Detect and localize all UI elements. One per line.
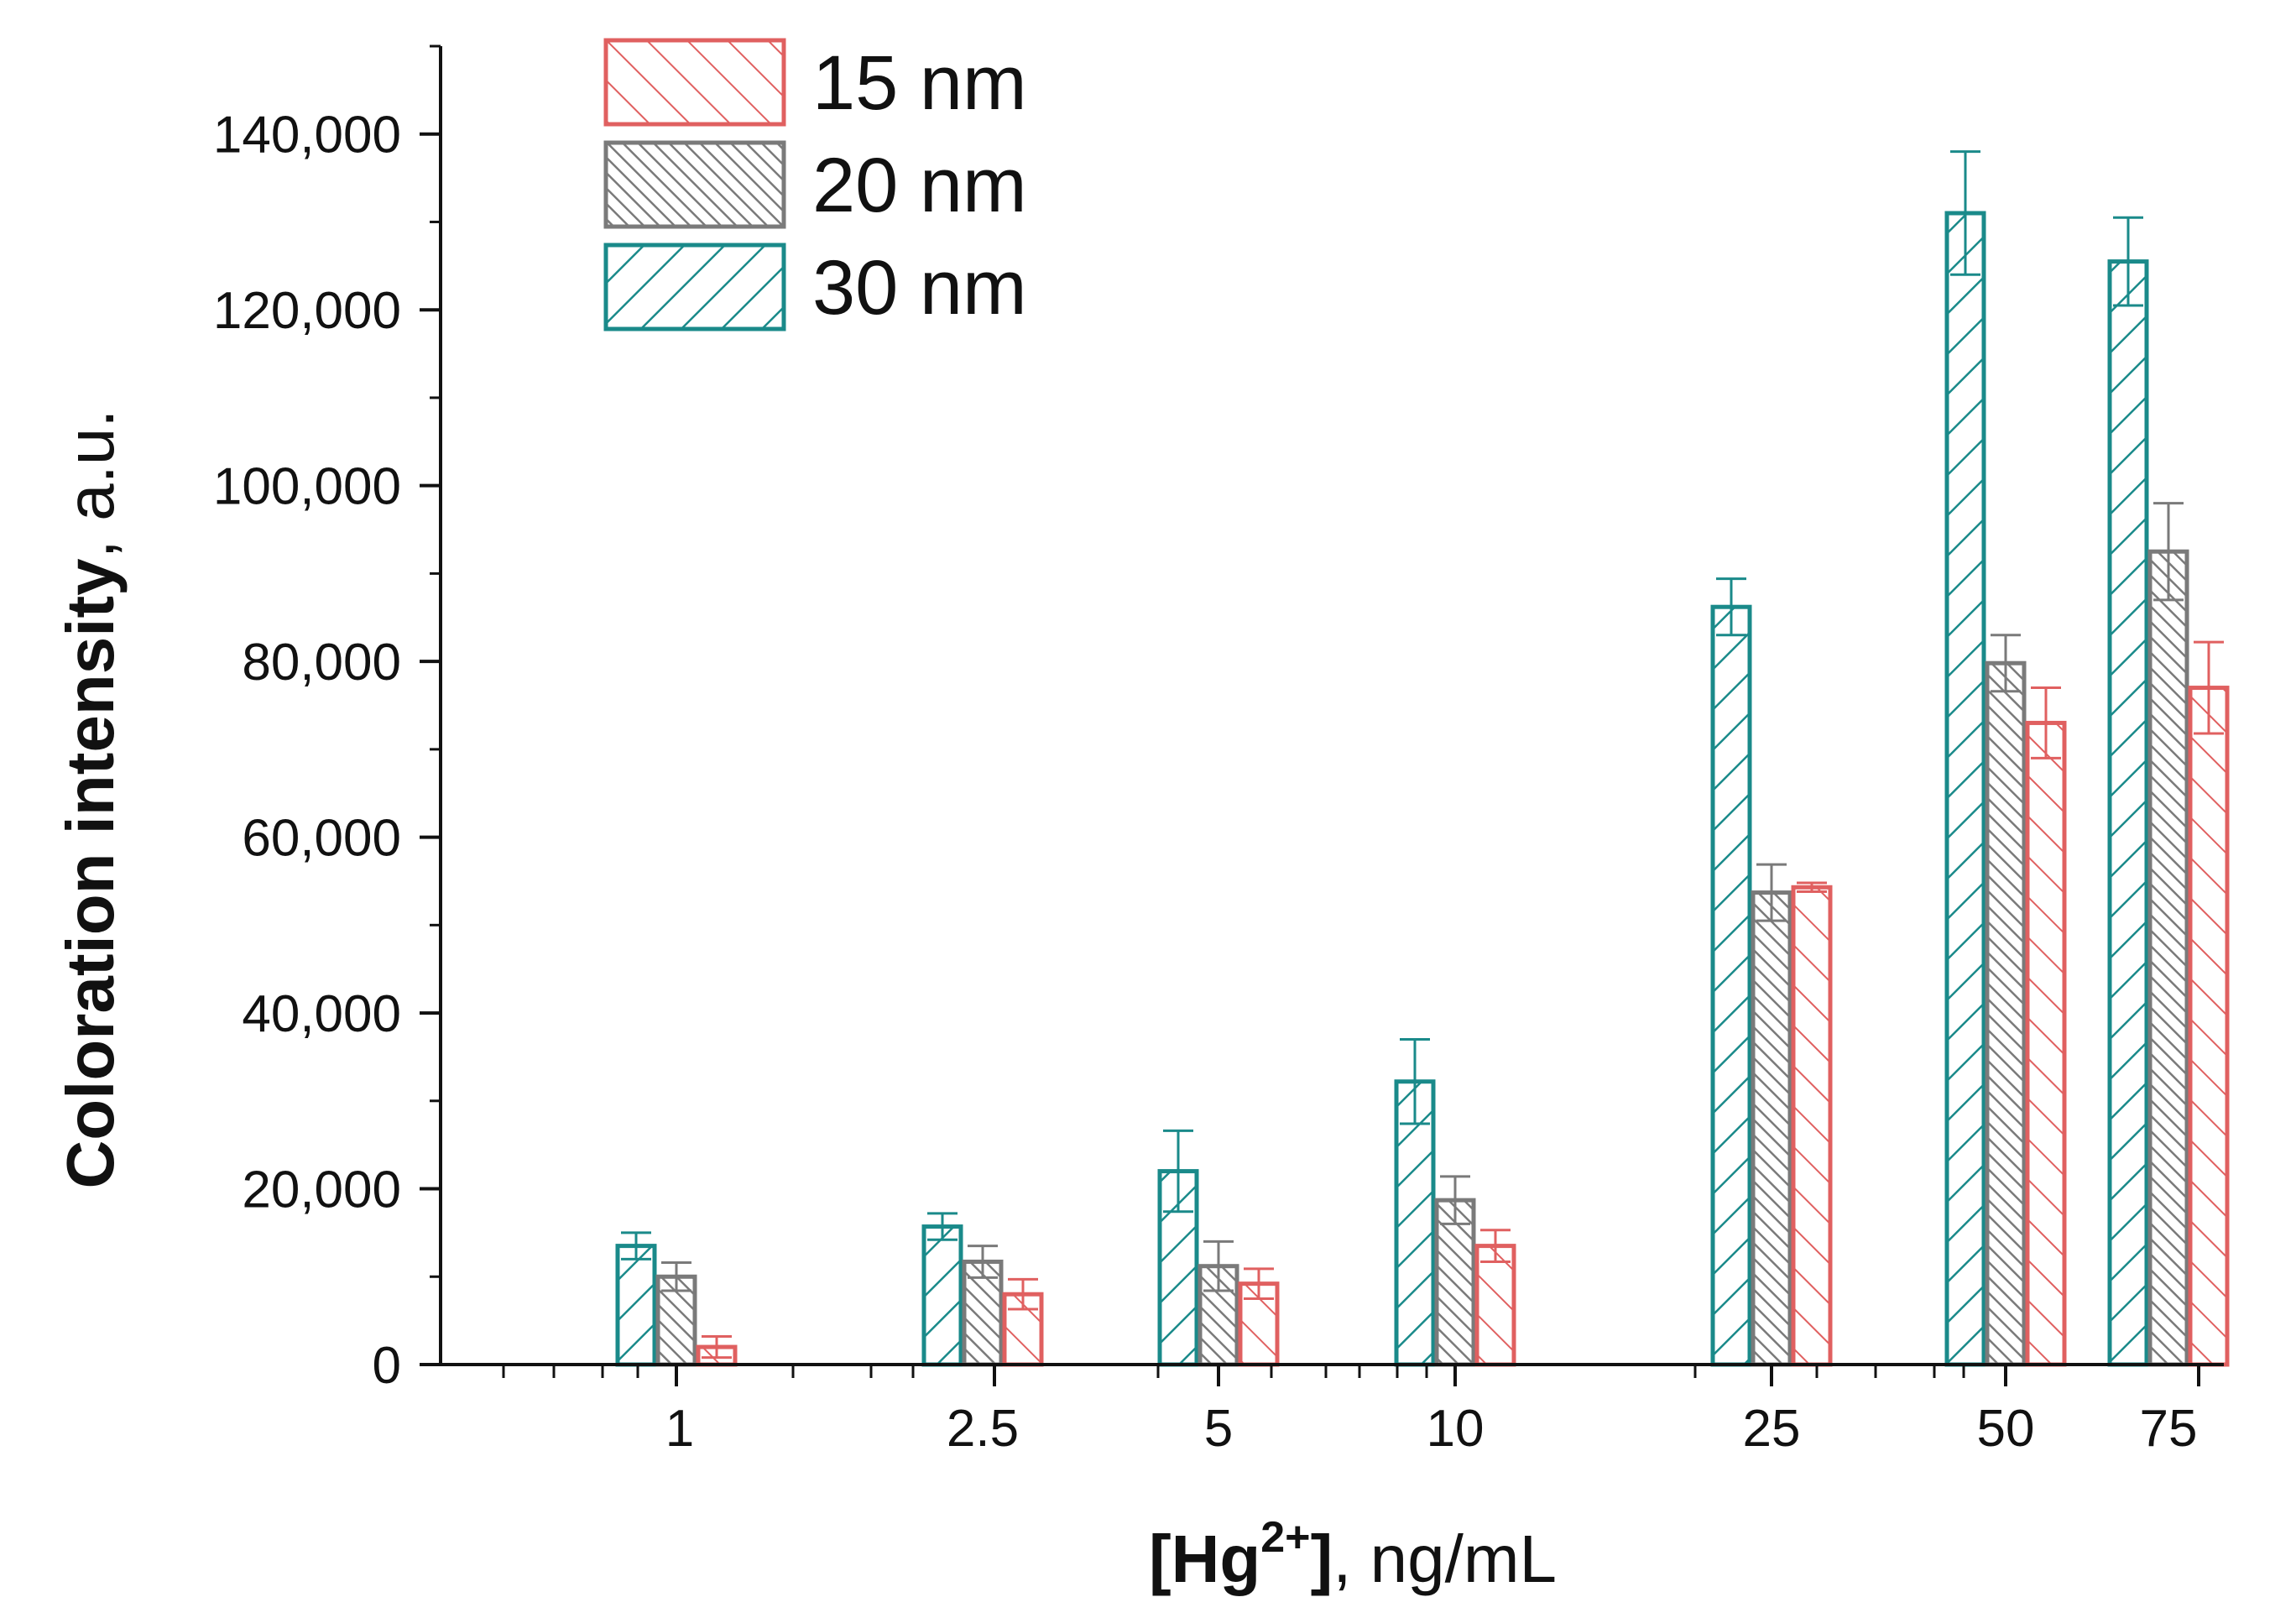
bar-group-5 bbox=[1157, 1129, 1280, 1367]
bar-group-2.5 bbox=[921, 1212, 1044, 1367]
bar-group-75 bbox=[2107, 216, 2230, 1367]
legend-item-30nm: 30 nm bbox=[603, 243, 1027, 331]
axes: 0 20,000 40,000 60,000 80,000 100,000 120,000 1… bbox=[213, 44, 2224, 1458]
error-bar-20nm-75 bbox=[2153, 502, 2184, 602]
error-bar-15nm-5 bbox=[1244, 1267, 1274, 1300]
bar-20nm-75 bbox=[2147, 549, 2189, 1367]
x-tick-label-10: 10 bbox=[1427, 1400, 1485, 1458]
error-bar-15nm-50 bbox=[2031, 686, 2061, 759]
error-bar-20nm-2.5 bbox=[968, 1245, 998, 1279]
x-ticks: 1 2.5 5 10 25 50 75 bbox=[502, 1365, 2200, 1458]
bar-30nm-1 bbox=[615, 1244, 657, 1367]
bar-group-1 bbox=[615, 1231, 738, 1367]
bar-group-10 bbox=[1394, 1037, 1516, 1367]
legend-swatch-15nm bbox=[603, 38, 786, 127]
legend-item-15nm: 15 nm bbox=[603, 38, 1027, 127]
x-tick-label-25: 25 bbox=[1743, 1400, 1801, 1458]
legend-swatch-30nm bbox=[603, 243, 786, 331]
error-bar-15nm-1 bbox=[702, 1334, 732, 1360]
error-bar-30nm-1 bbox=[621, 1231, 651, 1260]
y-tick-label: 140,000 bbox=[213, 107, 401, 164]
legend-label-30nm: 30 nm bbox=[812, 245, 1027, 331]
bar-15nm-75 bbox=[2188, 686, 2230, 1367]
x-tick-label-2.5: 2.5 bbox=[947, 1400, 1019, 1458]
plot-area bbox=[615, 150, 2230, 1367]
bar-20nm-50 bbox=[1985, 660, 2027, 1367]
error-bar-20nm-5 bbox=[1203, 1240, 1234, 1292]
error-bar-30nm-75 bbox=[2113, 216, 2143, 307]
y-tick-label: 0 bbox=[373, 1337, 401, 1395]
y-tick-label: 100,000 bbox=[213, 458, 401, 516]
bar-15nm-25 bbox=[1791, 885, 1833, 1367]
y-tick-label: 120,000 bbox=[213, 282, 401, 340]
error-bar-30nm-25 bbox=[1716, 577, 1746, 637]
error-bar-30nm-50 bbox=[1950, 150, 1980, 276]
legend-label-20nm: 20 nm bbox=[812, 143, 1027, 228]
error-bar-30nm-10 bbox=[1400, 1037, 1430, 1125]
error-bar-20nm-10 bbox=[1440, 1175, 1470, 1225]
bar-group-50 bbox=[1944, 150, 2067, 1367]
error-bar-20nm-1 bbox=[661, 1261, 691, 1292]
x-tick-label-75: 75 bbox=[2140, 1400, 2198, 1458]
y-tick-label: 20,000 bbox=[242, 1161, 401, 1219]
legend-swatch-20nm bbox=[603, 140, 786, 229]
bar-15nm-50 bbox=[2025, 720, 2067, 1367]
legend-item-20nm: 20 nm bbox=[603, 140, 1027, 229]
x-tick-label-5: 5 bbox=[1204, 1400, 1233, 1458]
x-tick-label-50: 50 bbox=[1977, 1400, 2035, 1458]
error-bar-20nm-50 bbox=[1991, 634, 2021, 693]
y-tick-label: 40,000 bbox=[242, 985, 401, 1043]
bar-15nm-10 bbox=[1474, 1244, 1516, 1367]
bar-30nm-50 bbox=[1944, 211, 1986, 1367]
error-bar-20nm-25 bbox=[1756, 863, 1787, 922]
y-tick-label: 80,000 bbox=[242, 634, 401, 692]
error-bar-30nm-2.5 bbox=[927, 1212, 958, 1241]
x-axis-title: [Hg2+], ng/mL bbox=[1149, 1513, 1557, 1596]
legend-label-15nm: 15 nm bbox=[812, 40, 1027, 126]
error-bar-15nm-25 bbox=[1797, 881, 1827, 894]
error-bar-15nm-2.5 bbox=[1008, 1277, 1038, 1311]
error-bar-30nm-5 bbox=[1163, 1129, 1193, 1214]
bar-30nm-75 bbox=[2107, 259, 2149, 1367]
error-bar-15nm-10 bbox=[1480, 1229, 1511, 1263]
y-axis-title: Coloration intensity, a.u. bbox=[53, 409, 128, 1188]
y-ticks: 0 20,000 40,000 60,000 80,000 100,000 120,000 1… bbox=[213, 44, 441, 1395]
bar-20nm-10 bbox=[1434, 1198, 1476, 1367]
bar-group-25 bbox=[1710, 577, 1833, 1367]
bar-20nm-25 bbox=[1751, 890, 1792, 1367]
bar-30nm-2.5 bbox=[921, 1224, 963, 1367]
legend: 15 nm 20 nm 30 nm bbox=[603, 38, 1027, 331]
x-tick-label-1: 1 bbox=[665, 1400, 694, 1458]
bar-30nm-25 bbox=[1710, 604, 1752, 1367]
error-bar-15nm-75 bbox=[2194, 640, 2224, 735]
y-tick-label: 60,000 bbox=[242, 810, 401, 868]
